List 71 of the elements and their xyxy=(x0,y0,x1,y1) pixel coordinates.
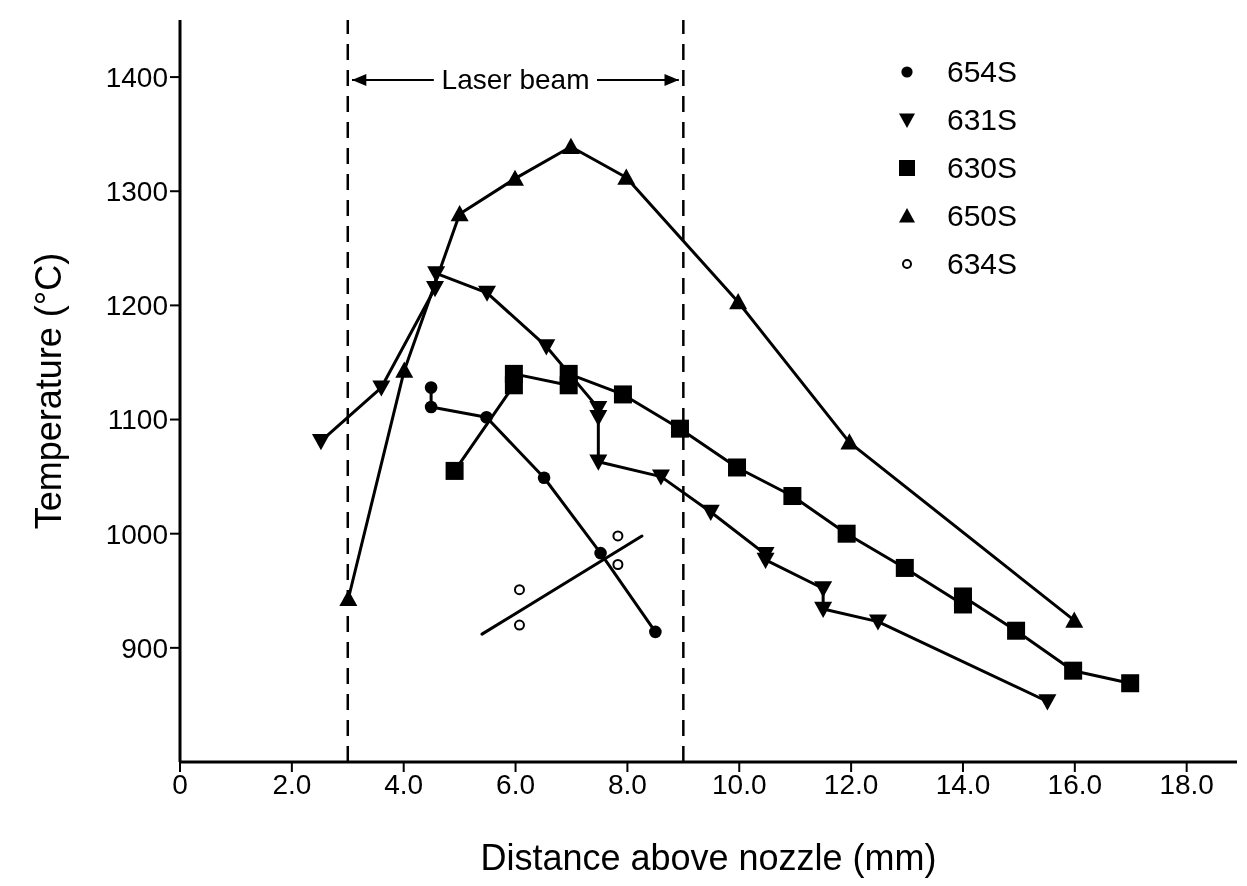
legend-label: 650S xyxy=(947,199,1018,233)
point xyxy=(427,266,446,283)
x-tick-label: 18.0 xyxy=(1159,768,1214,800)
point xyxy=(837,524,856,543)
point xyxy=(617,168,636,185)
point xyxy=(372,380,391,397)
point xyxy=(1121,674,1140,693)
point xyxy=(814,581,833,598)
point xyxy=(311,434,330,451)
point xyxy=(589,410,608,427)
point xyxy=(395,361,414,378)
x-tick-label: 12.0 xyxy=(823,768,879,800)
point xyxy=(1038,694,1057,711)
legend-label: 631S xyxy=(947,103,1018,137)
point xyxy=(506,169,524,186)
y-tick-label: 1400 xyxy=(105,62,168,94)
point xyxy=(729,292,748,310)
y-tick-label: 1200 xyxy=(105,290,168,322)
point xyxy=(480,410,493,424)
point xyxy=(895,558,914,577)
annotation: Laser beam xyxy=(440,64,591,96)
point xyxy=(814,601,833,619)
point xyxy=(612,530,624,542)
y-axis-title: Temperature (°C) xyxy=(27,252,69,530)
point xyxy=(537,339,556,356)
point xyxy=(445,461,464,480)
x-tick-label: 4.0 xyxy=(384,768,424,800)
point xyxy=(868,614,887,631)
point xyxy=(513,619,525,631)
point xyxy=(840,433,859,450)
point xyxy=(594,546,607,560)
point xyxy=(513,584,525,596)
point xyxy=(561,137,580,154)
x-tick-label: 16.0 xyxy=(1047,768,1103,800)
point xyxy=(612,559,624,571)
point xyxy=(426,281,445,298)
point xyxy=(478,285,497,302)
point xyxy=(613,385,632,404)
y-tick-label: 1300 xyxy=(105,176,168,208)
point xyxy=(559,364,578,383)
point xyxy=(504,364,523,383)
x-tick-label: 10.0 xyxy=(712,768,767,800)
x-tick-label: 2.0 xyxy=(272,768,312,800)
point xyxy=(537,471,551,485)
legend-label: 634S xyxy=(947,247,1018,281)
y-tick-label: 900 xyxy=(121,632,168,664)
x-axis-title: Distance above nozzle (mm) xyxy=(480,837,937,878)
point xyxy=(651,469,670,486)
point xyxy=(783,487,802,506)
point xyxy=(424,400,438,414)
x-tick-label: 6.0 xyxy=(496,768,536,800)
legend-label: 654S xyxy=(947,55,1018,89)
point xyxy=(701,504,720,521)
x-tick-label: 8.0 xyxy=(607,768,647,800)
x-tick-label: 0 xyxy=(172,768,188,800)
point xyxy=(1007,621,1026,640)
point xyxy=(424,381,438,394)
point xyxy=(670,419,689,438)
point xyxy=(953,587,972,606)
point xyxy=(339,589,358,606)
point xyxy=(450,205,469,222)
point xyxy=(756,552,775,569)
x-tick-label: 14.0 xyxy=(935,768,991,800)
legend-label: 630S xyxy=(947,151,1018,185)
point xyxy=(1065,611,1084,628)
point xyxy=(728,458,747,477)
y-tick-label: 1000 xyxy=(105,518,168,550)
y-tick-label: 1100 xyxy=(107,404,168,436)
point xyxy=(589,454,608,471)
point xyxy=(649,625,662,639)
point xyxy=(1064,661,1083,680)
